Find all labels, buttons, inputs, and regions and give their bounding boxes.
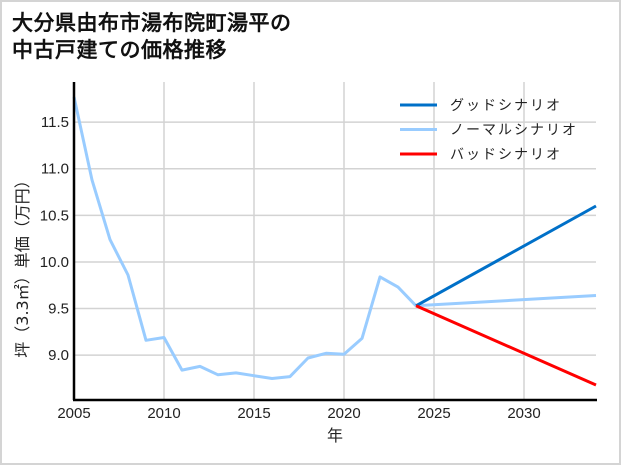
y-tick-label: 11.0 bbox=[41, 161, 69, 178]
axes bbox=[72, 82, 597, 402]
y-axis-label: 坪（3.3㎡）単価（万円） bbox=[13, 172, 32, 357]
series-line bbox=[72, 96, 418, 380]
y-tick-label: 10.5 bbox=[40, 207, 69, 224]
y-tick-label: 11.5 bbox=[41, 114, 69, 131]
series-line bbox=[415, 204, 597, 308]
legend-label: ノーマルシナリオ bbox=[450, 123, 578, 139]
series-line bbox=[415, 304, 597, 387]
x-tick-label: 2015 bbox=[237, 405, 270, 422]
data-series bbox=[72, 96, 597, 387]
chart-title: 大分県由布市湯布院町湯平の 中古戸建ての価格推移 bbox=[12, 10, 292, 64]
legend-label: バッドシナリオ bbox=[450, 147, 562, 163]
y-tick-label: 9.0 bbox=[48, 347, 69, 364]
y-tick-labels: 9.0 9.5 10.0 10.5 11.0 11.5 bbox=[40, 114, 69, 364]
chart-title-line-1: 大分県由布市湯布院町湯平の bbox=[12, 11, 292, 35]
x-tick-label: 2010 bbox=[147, 405, 180, 422]
x-axis-label: 年 bbox=[327, 426, 343, 445]
y-tick-label: 10.0 bbox=[40, 254, 69, 271]
x-tick-labels: 2005 2010 2015 2020 2025 2030 bbox=[57, 405, 540, 422]
y-tick-label: 9.5 bbox=[48, 301, 69, 318]
legend-label: グッドシナリオ bbox=[450, 98, 562, 114]
x-tick-label: 2025 bbox=[417, 405, 450, 422]
x-tick-label: 2005 bbox=[57, 405, 90, 422]
x-tick-label: 2030 bbox=[507, 405, 540, 422]
x-tick-label: 2020 bbox=[327, 405, 360, 422]
chart-title-line-2: 中古戸建ての価格推移 bbox=[12, 38, 227, 62]
series-line bbox=[415, 294, 597, 308]
